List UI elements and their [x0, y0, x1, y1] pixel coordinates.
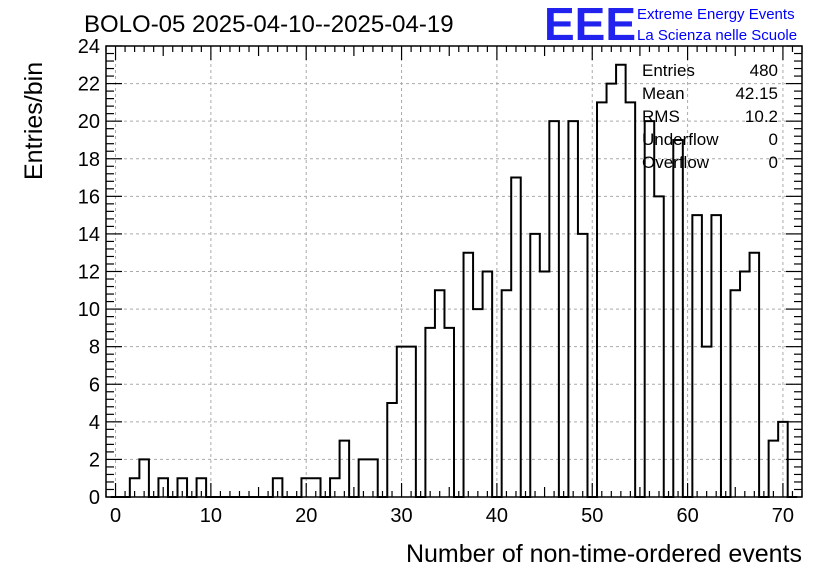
stat-value-underflow: 0: [769, 130, 778, 149]
y-tick-label: 12: [78, 262, 100, 284]
x-tick-label: 30: [390, 505, 412, 527]
logo-line-1: Extreme Energy Events: [637, 6, 795, 23]
y-tick-label: 10: [78, 299, 100, 321]
histogram-bin: [616, 65, 626, 497]
stat-label-rms: RMS: [642, 107, 680, 126]
x-tick-label: 40: [486, 505, 508, 527]
y-tick-label: 6: [89, 374, 100, 396]
histogram-bin: [626, 102, 636, 497]
histogram-bin: [769, 441, 779, 497]
x-tick-label: 70: [772, 505, 794, 527]
x-tick-label: 10: [200, 505, 222, 527]
y-tick-label: 2: [89, 449, 100, 471]
y-axis-title: Entries/bin: [20, 62, 48, 180]
y-tick-label: 8: [89, 337, 100, 359]
y-tick-label: 22: [78, 74, 100, 96]
stat-value-overflow: 0: [769, 153, 778, 172]
chart-title: BOLO-05 2025-04-10--2025-04-19: [84, 11, 454, 38]
histogram-bin: [511, 178, 521, 497]
logo-line-2: La Scienza nelle Scuole: [637, 27, 797, 44]
histogram-bin: [692, 215, 702, 497]
x-tick-label: 20: [295, 505, 317, 527]
y-tick-label: 16: [78, 186, 100, 208]
histogram-bin: [464, 253, 474, 497]
histogram-bin: [730, 290, 740, 497]
histogram-bin: [444, 328, 454, 497]
histogram-bin: [530, 234, 540, 497]
stat-value-mean: 42.15: [735, 84, 778, 103]
y-tick-label: 0: [89, 487, 100, 509]
histogram-bin: [387, 403, 397, 497]
eee-logo: EEE Extreme Energy Events La Scienza nel…: [544, 0, 797, 50]
histogram-bin: [673, 140, 683, 497]
x-axis-title: Number of non-time-ordered events: [406, 540, 802, 568]
histogram-bin: [607, 84, 617, 497]
stat-label-entries: Entries: [642, 61, 695, 80]
histogram-bin: [425, 328, 435, 497]
histogram-bin: [711, 215, 721, 497]
stats-box: Entries 480 Mean 42.15 RMS 10.2 Underflo…: [642, 61, 778, 172]
histogram-bin: [502, 290, 512, 497]
eee-logo-mark: EEE: [544, 0, 636, 50]
histogram-bin: [578, 234, 588, 497]
stat-label-overflow: Overflow: [642, 153, 710, 172]
y-tick-label: 4: [89, 412, 100, 434]
y-tick-label: 20: [78, 111, 100, 133]
histogram-bin: [340, 441, 350, 497]
x-tick-label: 60: [676, 505, 698, 527]
y-tick-label: 18: [78, 149, 100, 171]
x-tick-label: 0: [110, 505, 121, 527]
histogram-bin: [473, 309, 483, 497]
stat-value-entries: 480: [750, 61, 778, 80]
axis-ticks: [105, 45, 803, 498]
stat-label-underflow: Underflow: [642, 130, 719, 149]
stat-value-rms: 10.2: [745, 107, 778, 126]
histogram-bin: [435, 290, 445, 497]
x-tick-label: 50: [581, 505, 603, 527]
y-tick-label: 24: [78, 36, 100, 58]
stat-label-mean: Mean: [642, 84, 685, 103]
y-tick-label: 14: [78, 224, 100, 246]
histogram-bin: [597, 102, 607, 497]
histogram-bin: [750, 253, 760, 497]
